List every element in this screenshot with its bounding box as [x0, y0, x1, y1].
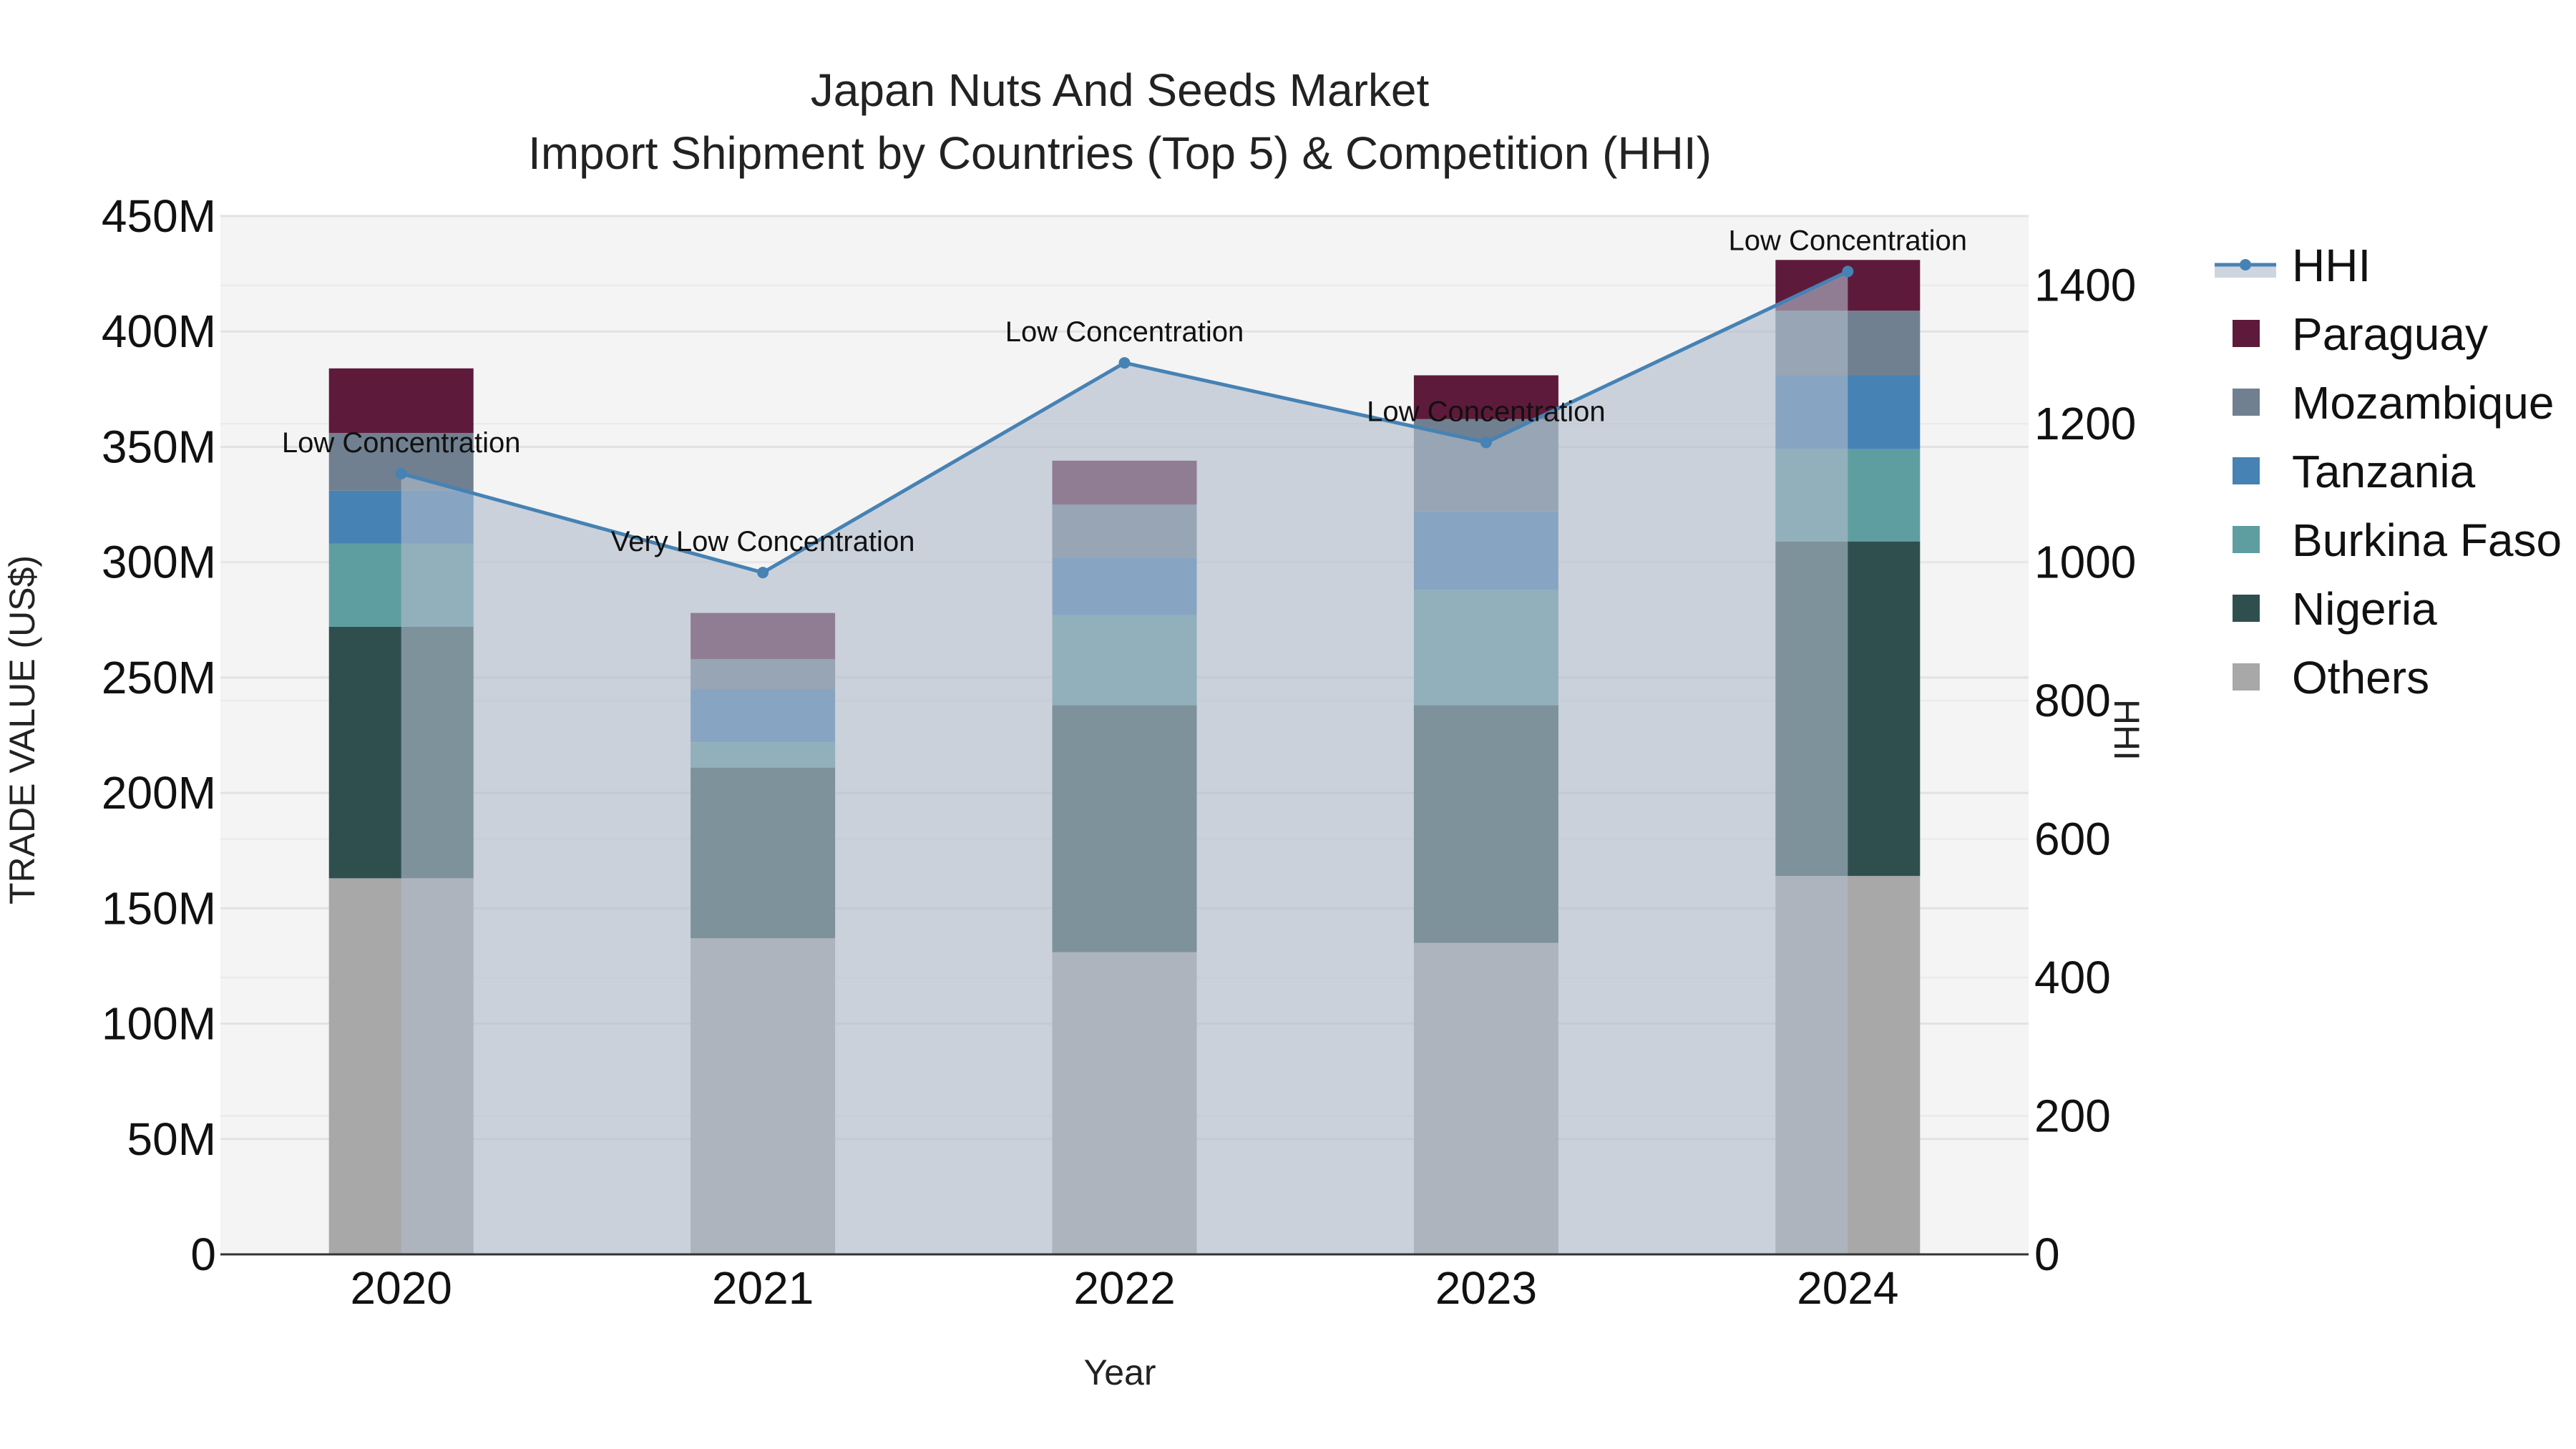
- legend-label-burkina-faso: Burkina Faso: [2292, 514, 2562, 566]
- y-tick-label: 0: [190, 1229, 216, 1280]
- y-tick-label: 100M: [102, 998, 216, 1050]
- legend-swatch-nigeria: [2233, 595, 2260, 622]
- y-axis-title: TRADE VALUE (US$): [2, 555, 42, 904]
- hhi-annotation-2021: Very Low Concentration: [611, 526, 915, 557]
- hhi-area: [401, 271, 1848, 1254]
- x-axis-title: Year: [1083, 1352, 1156, 1392]
- chart-title: Japan Nuts And Seeds Market: [811, 64, 1430, 116]
- y2-tick-label: 1000: [2034, 537, 2136, 588]
- y2-tick-label: 600: [2034, 814, 2111, 865]
- y-tick-label: 450M: [102, 190, 216, 242]
- x-tick-label: 2020: [351, 1262, 452, 1314]
- legend-label-others: Others: [2292, 652, 2429, 703]
- hhi-annotation-2023: Low Concentration: [1367, 396, 1606, 427]
- legend-swatch-mozambique: [2233, 389, 2260, 416]
- hhi-point-2022: [1118, 357, 1131, 369]
- legend-label-nigeria: Nigeria: [2292, 583, 2437, 635]
- bar-paraguay-2023: [1413, 375, 1558, 419]
- hhi-line-layer: Low Concentration Very Low Concentration L…: [282, 225, 1968, 579]
- legend-swatch-hhi-marker: [2240, 259, 2251, 270]
- legend-label-paraguay: Paraguay: [2292, 308, 2488, 360]
- axes: 0 50M 100M 150M 200M 250M 300M 350M 400M 450M 0 200…: [102, 190, 2136, 1314]
- y2-axis-title: HHI: [2107, 699, 2147, 761]
- y-tick-label: 50M: [127, 1113, 217, 1165]
- bar-paraguay-2020: [328, 368, 474, 434]
- hhi-point-2021: [757, 567, 769, 579]
- legend-swatch-paraguay: [2233, 320, 2260, 347]
- legend-swatch-tanzania: [2233, 457, 2260, 484]
- y-tick-label: 200M: [102, 767, 216, 819]
- x-tick-label: 2024: [1797, 1262, 1898, 1314]
- y-tick-label: 400M: [102, 306, 216, 357]
- legend-label-hhi: HHI: [2292, 240, 2371, 291]
- hhi-annotation-2022: Low Concentration: [1005, 316, 1244, 348]
- hhi-point-2024: [1842, 265, 1854, 278]
- hhi-area-fill: [401, 271, 1848, 1254]
- y2-tick-label: 400: [2034, 952, 2111, 1003]
- y2-tick-label: 200: [2034, 1091, 2111, 1142]
- x-tick-label: 2022: [1073, 1262, 1175, 1314]
- hhi-annotation-2024: Low Concentration: [1729, 225, 1968, 256]
- y-tick-label: 250M: [102, 652, 216, 703]
- legend-label-tanzania: Tanzania: [2292, 446, 2476, 497]
- y2-tick-label: 800: [2034, 675, 2111, 726]
- legend-swatch-burkina-faso: [2233, 526, 2260, 553]
- y-tick-label: 150M: [102, 882, 216, 934]
- chart-subtitle: Import Shipment by Countries (Top 5) & C…: [528, 127, 1712, 179]
- y-tick-label: 350M: [102, 421, 216, 472]
- legend-swatch-others: [2233, 663, 2260, 691]
- x-tick-label: 2023: [1435, 1262, 1537, 1314]
- hhi-annotation-2020: Low Concentration: [282, 427, 521, 459]
- legend-label-mozambique: Mozambique: [2292, 377, 2554, 429]
- y2-tick-label: 1400: [2034, 260, 2136, 311]
- x-tick-label: 2021: [712, 1262, 814, 1314]
- y2-tick-label: 1200: [2034, 398, 2136, 449]
- hhi-point-2020: [395, 467, 407, 479]
- legend[interactable]: HHI Paraguay Mozambique Tanzania Burkina Fas…: [2215, 240, 2562, 703]
- hhi-point-2023: [1480, 436, 1492, 449]
- y2-tick-label: 0: [2034, 1229, 2060, 1280]
- y-tick-label: 300M: [102, 537, 216, 588]
